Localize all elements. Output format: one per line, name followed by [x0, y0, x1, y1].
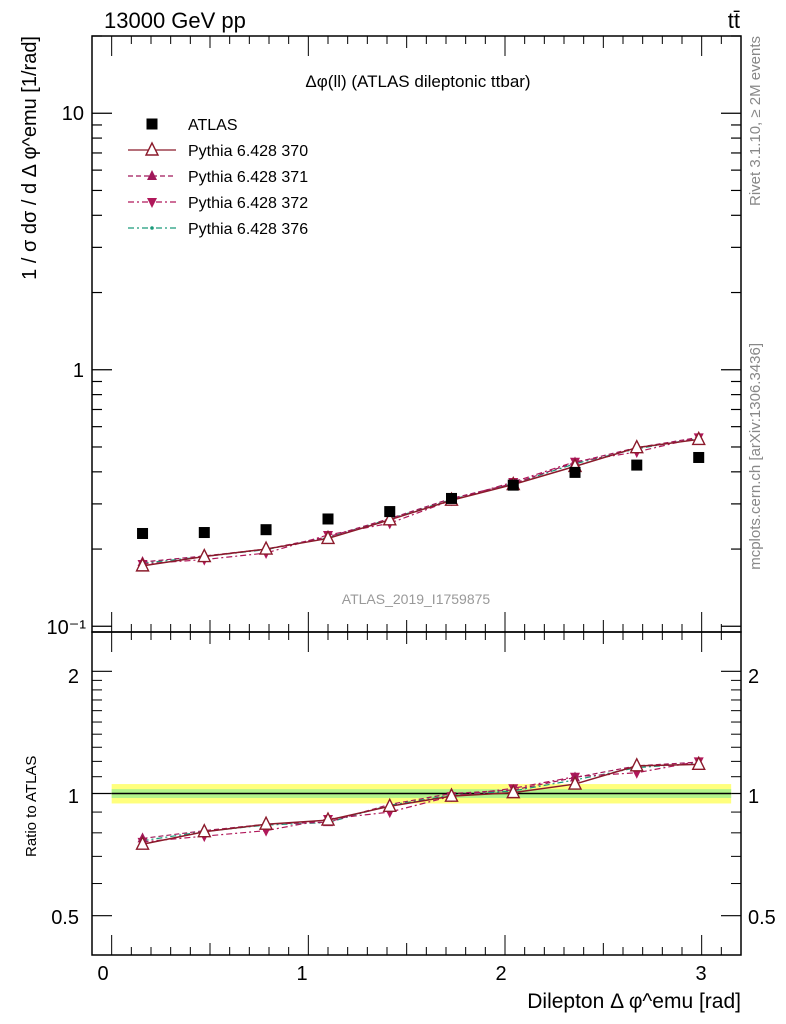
ratio-y-tick-label-0.5-right: 0.5	[748, 907, 776, 929]
x-tick-label-0: 0	[97, 963, 108, 985]
y-tick-label-10: 10	[62, 103, 84, 125]
analysis-watermark: ATLAS_2019_I1759875	[342, 591, 491, 607]
header-energy-label: 13000 GeV pp	[104, 8, 246, 33]
mcplots-label: mcplots.cern.ch [arXiv:1306.3436]	[747, 343, 764, 570]
ratio-point-1	[506, 784, 521, 799]
ratio-y-axis-title: Ratio to ATLAS	[23, 756, 40, 857]
mc-point-1	[197, 547, 212, 563]
x-axis-title: Dilepton Δ φ^emu [rad]	[527, 990, 741, 1013]
series-line-1	[142, 438, 699, 567]
header-process-label: tt̄	[728, 8, 740, 33]
ratio-point-1	[691, 755, 706, 771]
legend: ATLAS Pythia 6.428 370 Pythia 6.428 371 Pyt…	[128, 117, 308, 238]
legend-marker-3	[147, 198, 157, 208]
data-point	[569, 466, 581, 478]
ratio-point-1	[444, 787, 459, 802]
data-point	[631, 459, 643, 471]
ratio-series-layer	[135, 755, 706, 850]
legend-label-2: Pythia 6.428 371	[188, 169, 308, 186]
series-line-2	[142, 436, 699, 563]
ratio-point-1	[629, 757, 644, 772]
ratio-point-1	[135, 835, 150, 850]
main-y-axis-title: 1 / σ dσ / d Δ φ^emu [1/rad]	[19, 36, 41, 280]
ratio-point-1	[320, 811, 336, 826]
ratio-y-tick-label-1: 1	[68, 786, 79, 808]
ratio-y-tick-label-2-right: 2	[748, 666, 759, 688]
data-point	[260, 524, 272, 536]
main-axis-ticks	[92, 35, 741, 627]
ratio-line-2	[142, 761, 699, 840]
data-point	[384, 506, 396, 518]
data-point	[322, 513, 334, 525]
mc-point-1	[629, 439, 644, 454]
mc-point-1	[691, 430, 706, 446]
mc-point-1	[258, 540, 274, 555]
y-tick-label-0.1: 10⁻¹	[47, 617, 87, 639]
rivet-version-label: Rivet 3.1.10, ≥ 2M events	[747, 36, 764, 206]
data-point	[446, 492, 458, 504]
data-point	[137, 527, 149, 539]
mc-point-1	[320, 529, 336, 545]
mc-point-1	[382, 511, 397, 526]
legend-label-3: Pythia 6.428 372	[188, 195, 308, 212]
data-point	[198, 527, 210, 539]
legend-marker-4	[150, 226, 154, 230]
x-tick-label-3: 3	[695, 963, 706, 985]
ratio-axis-ticks	[92, 670, 741, 917]
legend-label-0: ATLAS	[188, 117, 238, 134]
main-series-layer	[135, 430, 706, 572]
plot-title: Δφ(ll) (ATLAS dileptonic ttbar)	[305, 72, 530, 91]
ratio-line-1	[142, 763, 699, 845]
ratio-point-1	[197, 823, 212, 838]
legend-marker-0	[146, 118, 158, 130]
legend-marker-1	[144, 141, 160, 156]
ratio-point-1	[258, 815, 274, 830]
ratio-y-tick-label-1-right: 1	[748, 786, 759, 808]
legend-label-1: Pythia 6.428 370	[188, 143, 308, 160]
series-line-4	[142, 437, 699, 564]
ratio-line-3	[142, 760, 699, 843]
ratio-y-tick-label-2: 2	[68, 666, 79, 688]
data-point	[507, 479, 519, 491]
mc-point-1	[135, 557, 150, 572]
legend-label-4: Pythia 6.428 376	[188, 221, 308, 238]
legend-marker-2	[147, 170, 157, 180]
data-point	[693, 451, 705, 463]
series-line-3	[142, 436, 699, 565]
y-tick-label-1: 1	[73, 360, 84, 382]
x-tick-label-1: 1	[296, 963, 307, 985]
ratio-y-tick-label-0.5: 0.5	[51, 907, 79, 929]
ratio-point-1	[382, 797, 397, 812]
x-axis-ticks	[91, 36, 742, 955]
ratio-point-1	[567, 775, 583, 790]
x-tick-label-2: 2	[495, 963, 506, 985]
